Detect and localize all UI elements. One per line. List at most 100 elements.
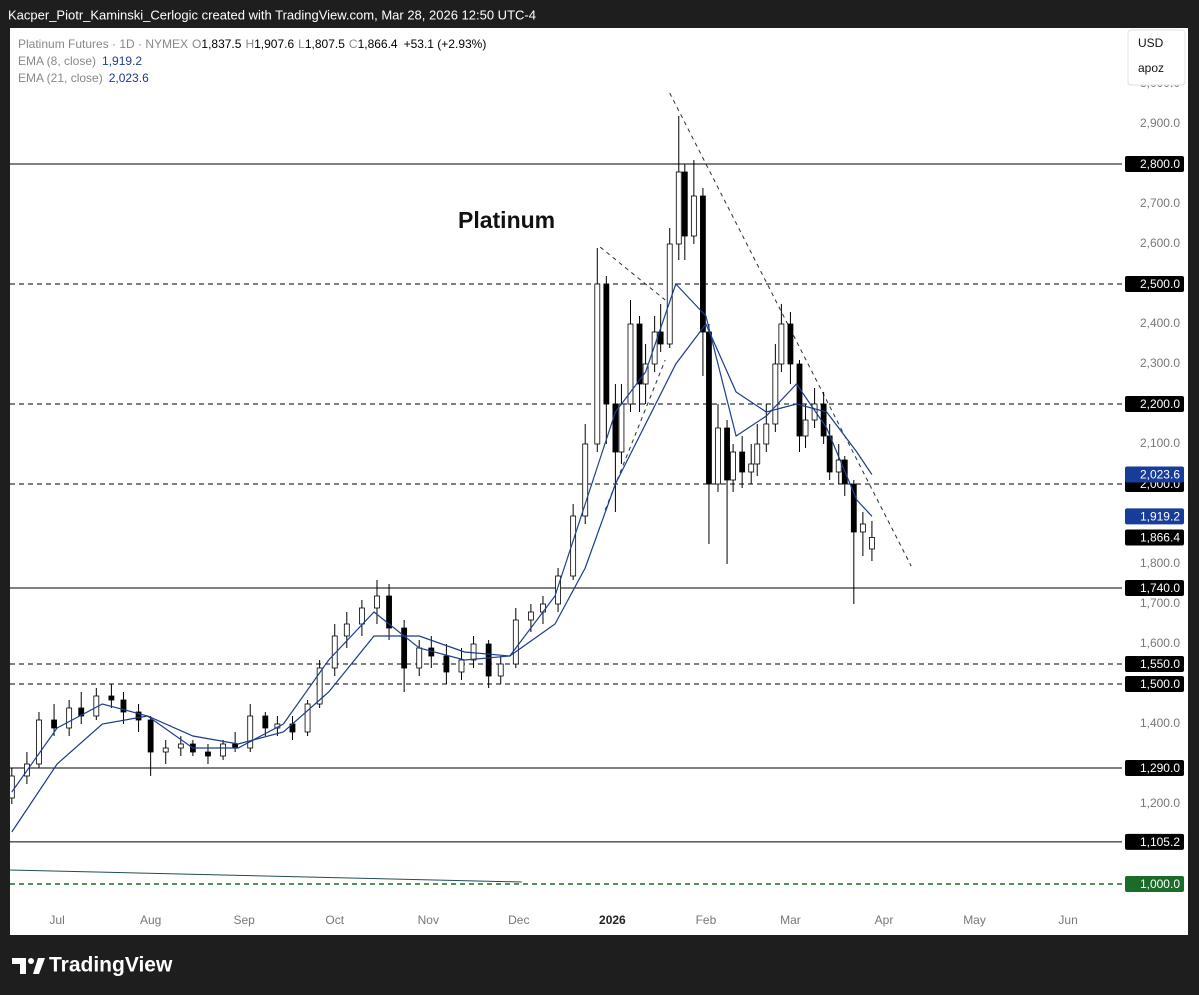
trend-line <box>10 869 522 883</box>
level-tag <box>1125 760 1184 776</box>
candle-body <box>331 635 338 669</box>
candle-body <box>147 719 154 753</box>
x-tick-label: Apr <box>875 913 894 927</box>
y-tick-label: 2,400.0 <box>1140 316 1180 330</box>
candle-body <box>835 459 842 473</box>
y-tick-label: 1,200.0 <box>1140 796 1180 810</box>
candle-body <box>220 743 226 757</box>
candle-body <box>470 643 477 661</box>
ema-value: 2,023.6 <box>109 71 149 85</box>
candle-body <box>108 695 115 701</box>
candle-body <box>36 719 42 765</box>
x-tick-label: Feb <box>696 913 717 927</box>
legend-high: 1,907.6 <box>254 37 294 51</box>
level-label: 1,500.0 <box>1140 677 1180 691</box>
candle-body <box>51 719 57 729</box>
candle-body <box>787 323 794 365</box>
unit-button[interactable]: apoz <box>1138 61 1164 75</box>
candle-body <box>796 363 803 437</box>
legend-close: 1,866.4 <box>358 37 398 51</box>
candle-body <box>715 427 721 485</box>
ema-name: EMA (21, close) <box>18 71 103 85</box>
y-tick-label: 2,700.0 <box>1140 196 1180 210</box>
legend-l: L <box>298 37 305 51</box>
x-tick-label: Sep <box>234 913 256 927</box>
trend-line <box>599 246 666 301</box>
legend-change: +53.1 (+2.93%) <box>404 37 487 51</box>
candle-body <box>135 711 142 721</box>
level-tag <box>1125 833 1184 850</box>
level-tag <box>1125 580 1184 596</box>
legend-ema8: EMA (8, close) 1,919.2 <box>18 54 142 68</box>
logo-mark <box>12 958 26 974</box>
y-tick-label: 1,800.0 <box>1140 556 1180 570</box>
candle-body <box>724 427 730 481</box>
level-label: 2,800.0 <box>1140 157 1180 171</box>
candle-body <box>690 195 697 237</box>
legend-h: H <box>245 37 254 51</box>
plot <box>10 92 1122 885</box>
candle-body <box>657 331 664 345</box>
x-tick-label: Oct <box>325 913 344 927</box>
candle-body <box>205 751 211 757</box>
candle-body <box>247 715 254 749</box>
brand-name: TradingView <box>49 954 173 977</box>
candle-body <box>826 435 833 473</box>
level-label: 1,000.0 <box>1140 877 1180 891</box>
legend-c: C <box>349 37 358 51</box>
level-tag <box>1125 396 1184 412</box>
candle-body <box>66 707 73 729</box>
brand-logo <box>12 958 45 974</box>
level-tag <box>1125 276 1184 292</box>
level-tag <box>1125 156 1184 172</box>
candle-body <box>540 603 546 613</box>
ema-value: 1,919.2 <box>102 54 142 68</box>
candle-body <box>386 595 392 629</box>
candle-body <box>636 323 643 385</box>
y-tick-label: 2,100.0 <box>1140 436 1180 450</box>
candle-body <box>401 627 408 669</box>
candle-body <box>754 443 761 465</box>
candle-body <box>120 699 127 713</box>
candle-body <box>859 523 866 533</box>
x-tick-label: Jul <box>49 913 64 927</box>
ema-tag <box>1125 508 1184 525</box>
candle-body <box>527 611 534 621</box>
candle-body <box>651 331 658 365</box>
attribution: Kacper_Piotr_Kaminski_Cerlogic created w… <box>8 7 536 22</box>
level-tag <box>1125 656 1184 672</box>
level-label: 2,200.0 <box>1140 397 1180 411</box>
level-label: 2,500.0 <box>1140 277 1180 291</box>
x-tick-label: Jun <box>1058 913 1077 927</box>
candle-body <box>603 283 610 405</box>
level-label: 1,550.0 <box>1140 657 1180 671</box>
ema-tag-label: 1,919.2 <box>1140 509 1180 523</box>
ema-tag <box>1125 466 1184 483</box>
candle-body <box>374 595 380 609</box>
y-tick-label: 1,400.0 <box>1140 716 1180 730</box>
logo-dot <box>28 958 34 964</box>
y-tick-label: 1,600.0 <box>1140 636 1180 650</box>
legend-symbol: Platinum Futures · 1D · NYMEX <box>18 37 188 51</box>
legend-low: 1,807.5 <box>305 37 345 51</box>
ema-name: EMA (8, close) <box>18 54 96 68</box>
currency-button[interactable]: USD <box>1138 36 1164 50</box>
candle-body <box>612 403 619 453</box>
x-tick-label: Dec <box>508 913 529 927</box>
y-tick-label: 2,300.0 <box>1140 356 1180 370</box>
candle-body <box>802 419 809 437</box>
candle-body <box>706 331 712 485</box>
y-tick-label: 2,600.0 <box>1140 236 1180 250</box>
level-tag <box>1125 876 1184 892</box>
x-tick-label: Aug <box>140 913 161 927</box>
candle-body <box>555 575 561 605</box>
candle-body <box>162 747 169 753</box>
y-tick-label: 1,700.0 <box>1140 596 1180 610</box>
y-tick-label: 2,900.0 <box>1140 116 1180 130</box>
logo-mark <box>33 958 45 974</box>
level-label: 1,290.0 <box>1140 761 1180 775</box>
price-axis: 1,200.0 1,400.0 1,600.0 1,700.0 1,800.0 2,100… <box>1125 76 1184 892</box>
level-label: 1,105.2 <box>1140 835 1180 849</box>
x-tick-label: Nov <box>418 913 439 927</box>
